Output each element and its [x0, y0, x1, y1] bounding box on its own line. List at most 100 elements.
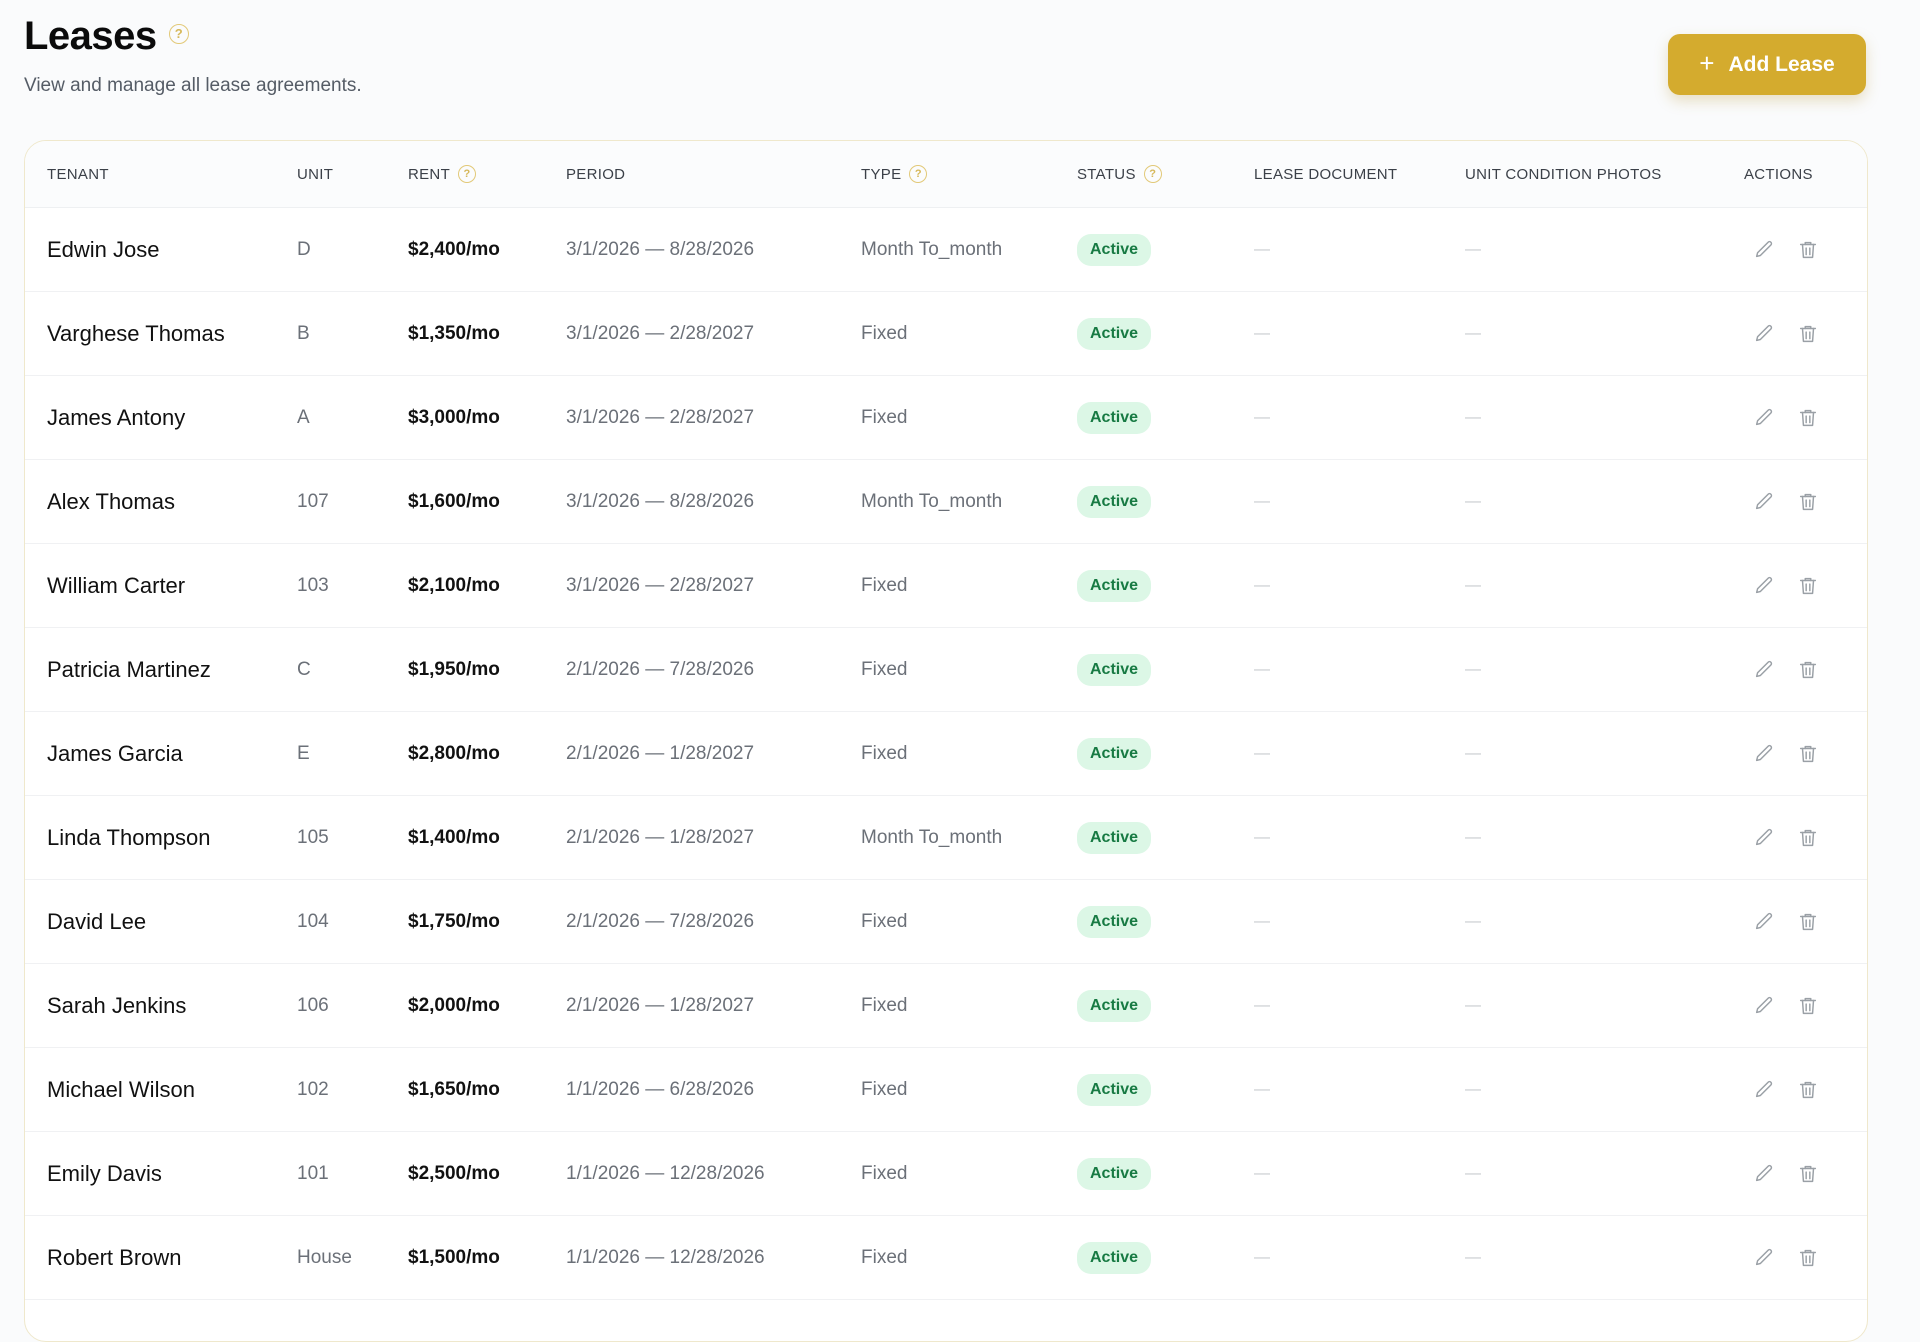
pencil-icon[interactable] — [1751, 825, 1777, 851]
trash-icon[interactable] — [1795, 489, 1821, 515]
status-badge: Active — [1077, 821, 1152, 854]
table-row[interactable]: Alex Thomas 107 $1,600/mo 3/1/2026 — 8/2… — [25, 460, 1867, 544]
tenant-name: Edwin Jose — [47, 236, 160, 262]
question-circle-icon[interactable]: ? — [1143, 165, 1162, 183]
pencil-icon[interactable] — [1751, 405, 1777, 431]
tenant-name: Sarah Jenkins — [47, 992, 187, 1018]
lease-period: 2/1/2026 — 7/28/2026 — [566, 658, 755, 680]
question-circle-icon[interactable]: ? — [909, 165, 928, 183]
table-row[interactable]: Sarah Jenkins 106 $2,000/mo 2/1/2026 — 1… — [25, 964, 1867, 1048]
pencil-icon[interactable] — [1751, 1077, 1777, 1103]
trash-icon[interactable] — [1795, 573, 1821, 599]
column-label: ACTIONS — [1744, 165, 1813, 183]
lease-type: Fixed — [861, 574, 908, 596]
lease-type: Fixed — [861, 910, 908, 932]
table-row[interactable]: Michael Wilson 102 $1,650/mo 1/1/2026 — … — [25, 1048, 1867, 1132]
trash-icon[interactable] — [1795, 909, 1821, 935]
trash-icon[interactable] — [1795, 321, 1821, 347]
unit: 106 — [297, 994, 329, 1016]
table-row[interactable]: Varghese Thomas B $1,350/mo 3/1/2026 — 2… — [25, 292, 1867, 376]
unit-condition-photos: — — [1465, 492, 1481, 510]
pencil-icon[interactable] — [1751, 657, 1777, 683]
status-cell: Active — [1077, 1132, 1152, 1215]
status-cell: Active — [1077, 712, 1152, 795]
table-row[interactable]: James Garcia E $2,800/mo 2/1/2026 — 1/28… — [25, 712, 1867, 796]
delete-cell — [1795, 1216, 1821, 1299]
column-label: STATUS — [1077, 165, 1136, 183]
trash-icon[interactable] — [1795, 405, 1821, 431]
edit-cell — [1751, 544, 1777, 627]
pencil-icon[interactable] — [1751, 1245, 1777, 1271]
leases-table: TENANT UNIT RENT? PERIOD TYPE? STATUS? L… — [24, 140, 1868, 1342]
delete-cell — [1795, 712, 1821, 795]
unit: A — [297, 406, 310, 428]
pencil-icon[interactable] — [1751, 489, 1777, 515]
trash-icon[interactable] — [1795, 1245, 1821, 1271]
column-header-period: PERIOD — [566, 141, 625, 207]
unit-condition-photos: — — [1465, 912, 1481, 930]
lease-period: 3/1/2026 — 2/28/2027 — [566, 322, 755, 344]
unit-condition-photos: — — [1465, 240, 1481, 258]
table-row[interactable]: Linda Thompson 105 $1,400/mo 2/1/2026 — … — [25, 796, 1867, 880]
trash-icon[interactable] — [1795, 741, 1821, 767]
edit-cell — [1751, 1048, 1777, 1131]
unit: D — [297, 238, 311, 260]
lease-type: Fixed — [861, 1078, 908, 1100]
page-header: Leases ? View and manage all lease agree… — [24, 14, 362, 97]
status-badge: Active — [1077, 401, 1152, 434]
edit-cell — [1751, 628, 1777, 711]
tenant-name: Robert Brown — [47, 1244, 182, 1270]
trash-icon[interactable] — [1795, 1161, 1821, 1187]
unit-condition-photos: — — [1465, 1164, 1481, 1182]
tenant-name: Michael Wilson — [47, 1076, 195, 1102]
pencil-icon[interactable] — [1751, 1161, 1777, 1187]
table-row[interactable]: David Lee 104 $1,750/mo 2/1/2026 — 7/28/… — [25, 880, 1867, 964]
unit-condition-photos: — — [1465, 324, 1481, 342]
table-row[interactable]: Emily Davis 101 $2,500/mo 1/1/2026 — 12/… — [25, 1132, 1867, 1216]
status-badge: Active — [1077, 1073, 1152, 1106]
unit: E — [297, 742, 310, 764]
tenant-name: William Carter — [47, 572, 186, 598]
pencil-icon[interactable] — [1751, 741, 1777, 767]
lease-period: 2/1/2026 — 7/28/2026 — [566, 910, 755, 932]
status-badge: Active — [1077, 905, 1152, 938]
column-label: RENT — [408, 165, 451, 183]
unit-condition-photos: — — [1465, 660, 1481, 678]
rent: $1,350/mo — [408, 322, 500, 344]
unit: 103 — [297, 574, 329, 596]
delete-cell — [1795, 1132, 1821, 1215]
table-row[interactable]: William Carter 103 $2,100/mo 3/1/2026 — … — [25, 544, 1867, 628]
question-circle-icon[interactable]: ? — [458, 165, 477, 183]
delete-cell — [1795, 208, 1821, 291]
lease-type: Month To_month — [861, 826, 1003, 848]
table-row[interactable]: Edwin Jose D $2,400/mo 3/1/2026 — 8/28/2… — [25, 208, 1867, 292]
column-label: PERIOD — [566, 165, 626, 183]
table-row[interactable]: Patricia Martinez C $1,950/mo 2/1/2026 —… — [25, 628, 1867, 712]
column-header-actions: ACTIONS — [1744, 141, 1813, 207]
table-row[interactable]: James Antony A $3,000/mo 3/1/2026 — 2/28… — [25, 376, 1867, 460]
unit: 107 — [297, 490, 329, 512]
status-badge: Active — [1077, 737, 1152, 770]
pencil-icon[interactable] — [1751, 237, 1777, 263]
lease-type: Fixed — [861, 406, 908, 428]
trash-icon[interactable] — [1795, 657, 1821, 683]
trash-icon[interactable] — [1795, 825, 1821, 851]
question-circle-icon[interactable]: ? — [168, 23, 189, 44]
column-header-status: STATUS? — [1077, 141, 1162, 207]
pencil-icon[interactable] — [1751, 993, 1777, 1019]
add-lease-button[interactable]: + Add Lease — [1668, 34, 1866, 95]
table-row[interactable]: Robert Brown House $1,500/mo 1/1/2026 — … — [25, 1216, 1867, 1300]
trash-icon[interactable] — [1795, 237, 1821, 263]
lease-document: — — [1254, 240, 1270, 258]
rent: $3,000/mo — [408, 406, 500, 428]
plus-icon: + — [1699, 48, 1715, 78]
tenant-name: Alex Thomas — [47, 488, 175, 514]
lease-document: — — [1254, 1164, 1270, 1182]
pencil-icon[interactable] — [1751, 573, 1777, 599]
trash-icon[interactable] — [1795, 1077, 1821, 1103]
pencil-icon[interactable] — [1751, 909, 1777, 935]
lease-document: — — [1254, 492, 1270, 510]
trash-icon[interactable] — [1795, 993, 1821, 1019]
rent: $1,750/mo — [408, 910, 500, 932]
pencil-icon[interactable] — [1751, 321, 1777, 347]
